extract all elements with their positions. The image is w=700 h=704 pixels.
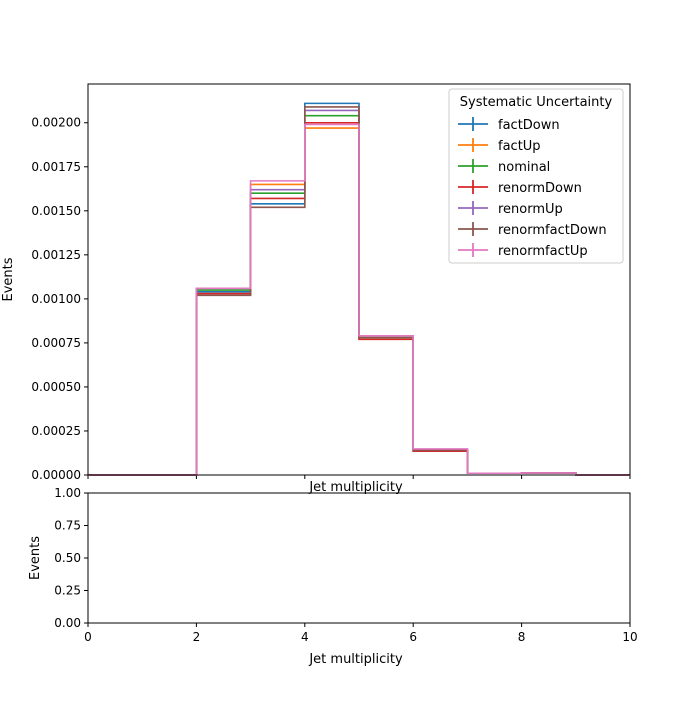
legend-label-renormfactUp: renormfactUp xyxy=(498,244,588,259)
legend-label-factDown: factDown xyxy=(498,118,560,133)
legend-label-nominal: nominal xyxy=(498,160,550,175)
series-line-renormfactUp xyxy=(88,123,630,476)
bottom-y-tick-label: 1.00 xyxy=(54,486,81,500)
top-y-tick-label: 0.00125 xyxy=(31,248,81,262)
top-y-tick-label: 0.00025 xyxy=(31,424,81,438)
bottom-y-tick-label: 0.50 xyxy=(54,551,81,565)
bottom-x-tick-label: 4 xyxy=(301,630,309,644)
top-y-tick-label: 0.00150 xyxy=(31,204,81,218)
bottom-x-tick-label: 6 xyxy=(409,630,417,644)
legend-label-renormUp: renormUp xyxy=(498,202,563,217)
legend-title: Systematic Uncertainty xyxy=(460,95,613,110)
top-plot-frame xyxy=(87,83,631,476)
top-y-tick-label: 0.00000 xyxy=(31,468,81,482)
bottom-y-tick-label: 0.25 xyxy=(54,584,81,598)
top-y-axis-label: Events xyxy=(1,257,16,301)
bottom-x-tick-label: 8 xyxy=(518,630,526,644)
top-x-axis-label: Jet multiplicity xyxy=(308,480,403,495)
bottom-x-tick-label: 10 xyxy=(622,630,637,644)
bottom-y-axis-label: Events xyxy=(28,536,43,580)
legend: Systematic Uncertainty factDown factUp nomi… xyxy=(448,88,624,264)
legend-label-factUp: factUp xyxy=(498,139,541,154)
top-panel: 0.00000 0.00025 0.00050 0.00075 0.00100 0.001… xyxy=(1,83,631,495)
bottom-y-tick-label: 0.75 xyxy=(54,519,81,533)
bottom-y-tick-label: 0.00 xyxy=(54,616,81,630)
bottom-x-axis-label: Jet multiplicity xyxy=(308,652,403,667)
top-y-tick-label: 0.00050 xyxy=(31,380,81,394)
top-y-tick-label: 0.00100 xyxy=(31,292,81,306)
legend-label-renormDown: renormDown xyxy=(498,181,582,196)
top-y-tick-label: 0.00075 xyxy=(31,336,81,350)
bottom-x-tick-label: 0 xyxy=(84,630,92,644)
top-y-tick-label: 0.00200 xyxy=(31,116,81,130)
legend-label-renormfactDown: renormfactDown xyxy=(498,223,607,238)
bottom-x-tick-label: 2 xyxy=(193,630,201,644)
legend-box xyxy=(448,88,624,264)
top-y-tick-label: 0.00175 xyxy=(31,160,81,174)
bottom-panel: 0.00 0.25 0.50 0.75 1.00 0 2 4 6 8 10 Events Jet mul… xyxy=(28,486,638,667)
